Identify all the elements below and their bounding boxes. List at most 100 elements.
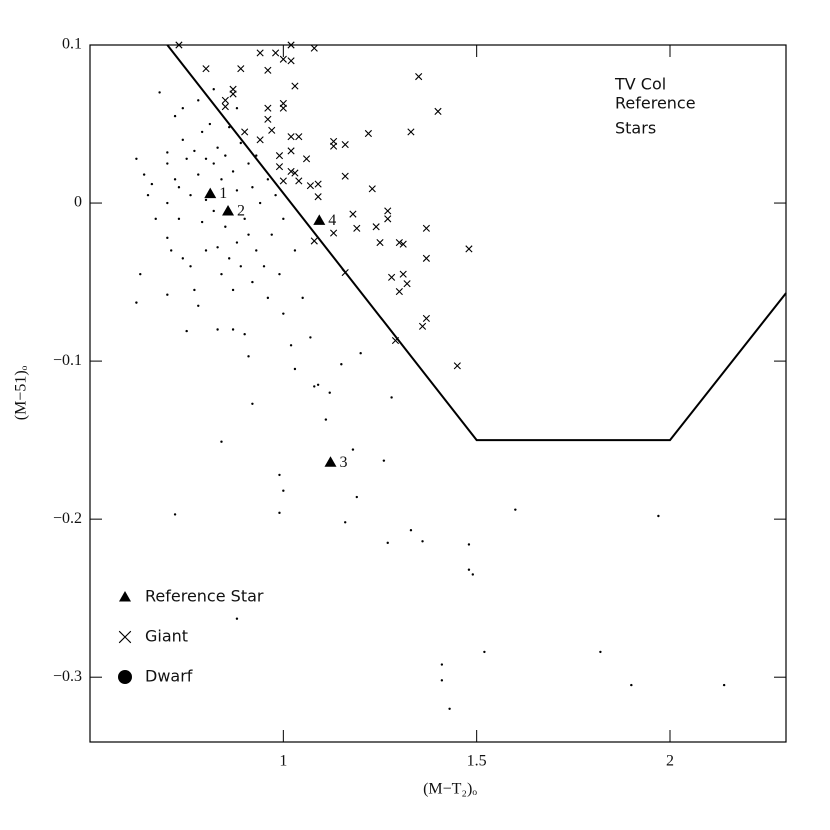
dwarf-point	[212, 162, 215, 165]
dwarf-point	[316, 383, 320, 387]
dwarf-point	[204, 249, 208, 252]
dwarf-point	[228, 125, 231, 129]
dwarf-point	[220, 440, 223, 443]
giant-point	[384, 215, 392, 223]
dwarf-point	[409, 529, 413, 532]
giant-point	[275, 163, 284, 171]
reference-star	[222, 204, 235, 216]
dwarf-point	[181, 138, 184, 142]
dwarf-point	[278, 473, 281, 477]
giant-point	[372, 223, 380, 231]
dwarf-point	[258, 201, 262, 205]
dwarf-point	[483, 650, 486, 654]
giant-point	[395, 238, 403, 247]
y-tick-label: 0.1	[62, 36, 82, 53]
giant-point	[391, 336, 400, 345]
x-tick-label: 1.5	[467, 753, 487, 770]
dwarf-point	[193, 288, 196, 292]
giant-point	[306, 182, 314, 190]
dwarf-point	[166, 236, 169, 240]
giant-point	[465, 245, 473, 253]
dwarf-point	[212, 88, 215, 91]
dwarf-point	[440, 663, 444, 666]
dwarf-point	[173, 114, 177, 118]
dwarf-point	[235, 107, 239, 110]
reference-star	[313, 214, 326, 225]
x-axis-label: (M−T₂)ₒ	[423, 781, 477, 798]
dwarf-point	[390, 396, 393, 399]
dwarf-point	[181, 107, 184, 110]
giant-point	[341, 140, 349, 149]
dwarf-point	[324, 418, 328, 421]
giant-point	[453, 362, 461, 370]
plot-frame	[89, 44, 787, 743]
dwarf-point	[142, 173, 146, 176]
dwarf-point	[200, 130, 204, 134]
dwarf-point	[282, 217, 285, 221]
dwarf-point	[255, 249, 258, 252]
giant-point	[395, 287, 403, 296]
giant-point	[291, 169, 299, 177]
giant-point	[399, 240, 407, 248]
dwarf-point	[166, 162, 169, 165]
giant-point	[275, 152, 284, 160]
giant-point	[175, 41, 183, 49]
giant-point	[279, 104, 287, 112]
dwarf-point	[231, 170, 235, 173]
dwarf-point	[467, 568, 471, 571]
giant-point	[314, 180, 322, 188]
giant-point	[272, 49, 280, 57]
point-label: 3	[340, 454, 348, 471]
dwarf-point	[216, 328, 219, 331]
giant-point	[341, 269, 349, 277]
dwarf-point	[185, 157, 188, 160]
dwarf-point	[204, 157, 208, 160]
dwarf-point	[386, 541, 389, 545]
giant-point	[264, 115, 272, 123]
dwarf-point	[193, 149, 196, 153]
giant-point	[353, 224, 361, 232]
dwarf-point	[274, 193, 277, 197]
boundary-line	[166, 44, 787, 442]
reference-star	[204, 187, 217, 199]
dwarf-point	[251, 186, 254, 189]
dwarf-point	[204, 198, 208, 202]
dwarf-point	[262, 265, 266, 268]
giant-point	[341, 172, 349, 180]
dwarf-point	[158, 91, 161, 94]
giant-point	[256, 49, 264, 57]
dwarf-point	[243, 333, 246, 336]
point-label: 1	[219, 185, 227, 202]
giant-point	[310, 44, 318, 52]
dwarf-point	[722, 683, 726, 687]
dwarf-point	[344, 521, 347, 524]
dwarf-point	[200, 220, 204, 224]
dwarf-point	[197, 173, 200, 176]
dwarf-point	[251, 402, 254, 405]
dwarf-point	[351, 448, 355, 451]
dwarf-point	[467, 543, 471, 546]
dwarf-point	[243, 217, 246, 221]
giant-point	[291, 82, 299, 90]
dwarf-point	[166, 201, 169, 205]
giant-point	[237, 65, 245, 73]
dwarf-point	[208, 122, 212, 126]
dwarf-point	[309, 336, 312, 339]
legend-label: Giant	[145, 627, 188, 646]
giant-point	[407, 128, 415, 136]
dwarf-point	[177, 217, 181, 221]
giant-point	[302, 155, 311, 163]
dwarf-point	[231, 288, 235, 292]
dwarf-point	[630, 683, 633, 687]
dwarf-point	[189, 265, 192, 268]
dwarf-point	[177, 186, 181, 189]
dwarf-point	[266, 296, 270, 300]
legend-label: Dwarf	[145, 667, 193, 686]
point-label: 2	[237, 203, 245, 220]
giant-point	[415, 73, 423, 81]
giant-point	[268, 126, 276, 134]
reference-star	[324, 456, 337, 467]
giant-point	[388, 273, 396, 281]
giant-point	[418, 322, 427, 330]
dwarf-point	[239, 265, 242, 268]
